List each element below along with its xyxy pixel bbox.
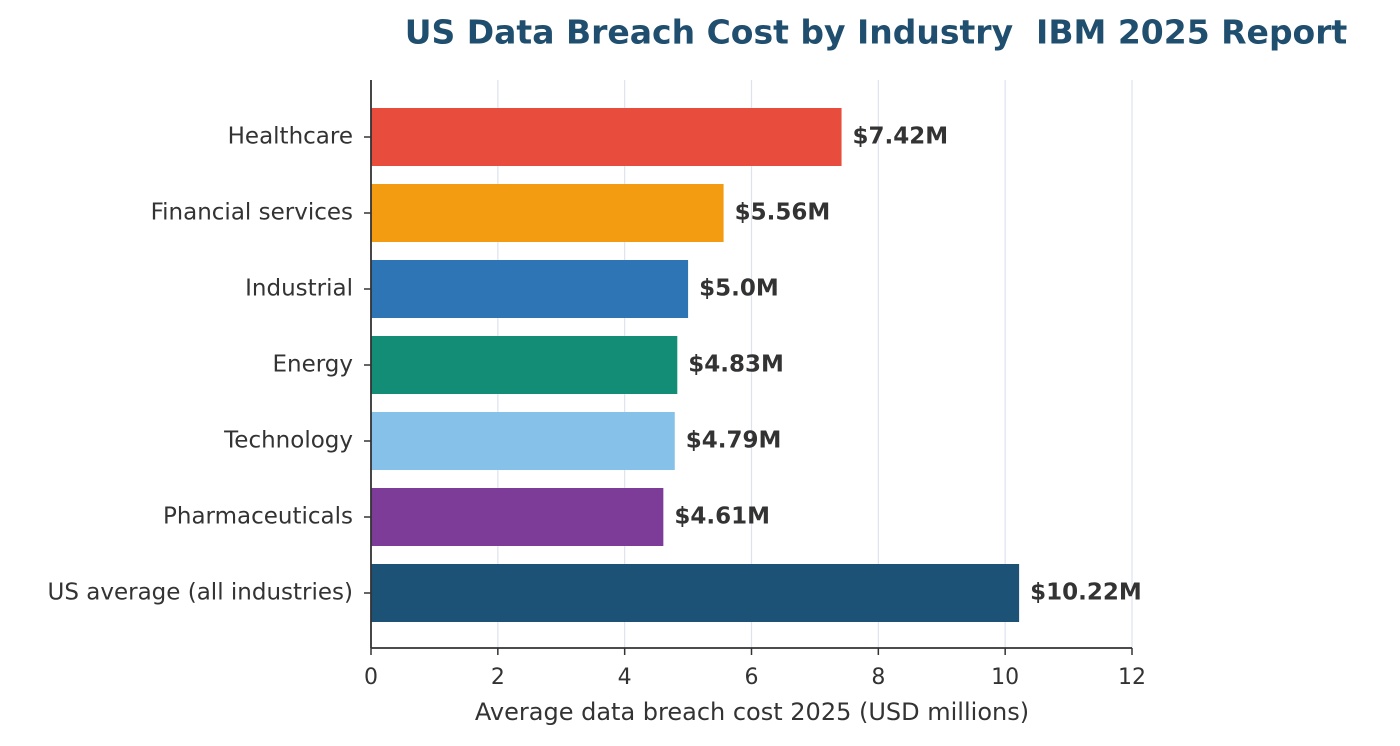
- y-tick-label: Technology: [223, 428, 353, 454]
- x-tick-label: 10: [991, 665, 1019, 690]
- y-tick-label: US average (all industries): [48, 580, 353, 606]
- y-tick-label: Healthcare: [228, 124, 353, 150]
- x-tick-label: 8: [871, 665, 885, 690]
- chart-title: US Data Breach Cost by Industry IBM 2025…: [405, 13, 1348, 52]
- x-tick-label: 4: [618, 665, 632, 690]
- value-label: $5.56M: [735, 200, 831, 226]
- value-label: $10.22M: [1030, 580, 1142, 606]
- bar: [371, 336, 678, 394]
- x-tick-label: 6: [745, 665, 759, 690]
- bar: [371, 488, 664, 546]
- y-tick-label: Financial services: [151, 200, 353, 226]
- bar: [371, 260, 689, 318]
- x-axis-label: Average data breach cost 2025 (USD milli…: [475, 698, 1029, 726]
- value-label: $4.79M: [686, 428, 782, 454]
- x-tick-label: 2: [491, 665, 505, 690]
- y-tick-label: Industrial: [245, 276, 353, 302]
- value-label: $7.42M: [853, 124, 949, 150]
- x-tick-label: 0: [364, 665, 378, 690]
- bar: [371, 564, 1020, 622]
- bar: [371, 412, 675, 470]
- x-tick-label: 12: [1118, 665, 1146, 690]
- y-tick-label: Energy: [272, 352, 353, 378]
- value-label: $4.61M: [674, 504, 770, 530]
- bar: [371, 108, 842, 166]
- value-label: $4.83M: [688, 352, 784, 378]
- value-label: $5.0M: [699, 276, 779, 302]
- y-tick-label: Pharmaceuticals: [163, 504, 353, 530]
- bar: [371, 184, 724, 242]
